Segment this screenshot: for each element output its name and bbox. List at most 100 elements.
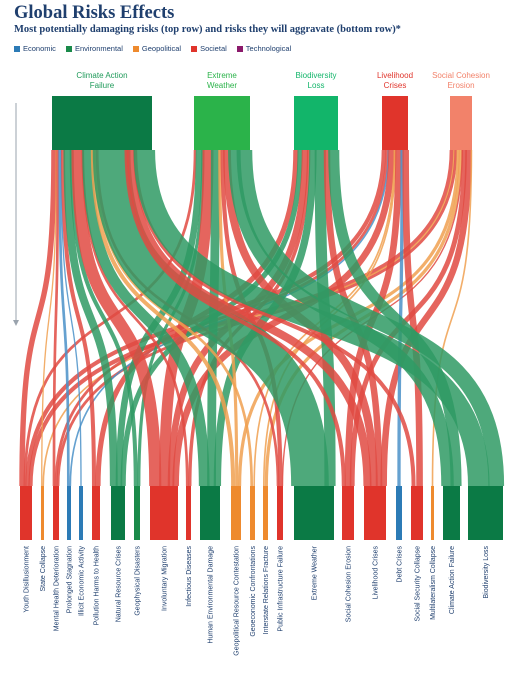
top-node-bar [52, 96, 152, 150]
legend-swatch [65, 45, 72, 52]
legend-label: Environmental [74, 44, 123, 53]
flow-link [71, 149, 162, 487]
flow-link [61, 149, 97, 487]
down-arrow-icon [13, 103, 19, 326]
flow-link [63, 149, 118, 487]
bottom-node-label: Pollution Harms to Health [94, 546, 101, 625]
top-node-bar [450, 96, 472, 150]
bottom-node-label: Natural Resource Crises [116, 546, 123, 623]
bottom-node-label: Involuntary Migration [162, 546, 169, 611]
legend-item-economic: Economic [14, 44, 56, 53]
legend-swatch [191, 45, 198, 52]
bottom-node-bar [134, 486, 140, 540]
bottom-node-bar [250, 486, 255, 540]
top-node-label: Weather [207, 81, 237, 90]
flow-link [137, 149, 205, 487]
top-node-label: Climate Action [76, 71, 127, 80]
flow-link [82, 149, 210, 487]
bottom-node-bar [443, 486, 460, 540]
bottom-node-label: Social Security Collapse [415, 546, 422, 622]
top-node-label: Livelihood [377, 71, 413, 80]
bottom-node-label: Geoeconomic Confrontations [250, 546, 257, 637]
bottom-node-bar [364, 486, 386, 540]
chart-title: Global Risks Effects [14, 3, 175, 23]
flow-link [115, 149, 203, 487]
flow-link [60, 149, 82, 487]
legend-item-geopolitical: Geopolitical [132, 44, 182, 53]
legend-swatch [14, 45, 20, 52]
flow-link [126, 149, 372, 487]
bottom-node-label: Biodiversity Loss [483, 546, 490, 599]
bottom-node-bar [294, 486, 334, 540]
legend: Economic Environmental Geopolitical Societa… [14, 44, 291, 53]
legend-item-environmental: Environmental [65, 44, 123, 53]
bottom-node-label: Public Infrastructure Failure [278, 546, 285, 632]
legend-label: Economic [23, 44, 56, 53]
bottom-node-label: Social Cohesion Erosion [346, 546, 353, 622]
bottom-node-bar [79, 486, 83, 540]
bottom-node-bar [150, 486, 178, 540]
legend-label: Technological [245, 44, 292, 53]
top-node-label: Failure [90, 81, 115, 90]
bottom-node-bar [396, 486, 402, 540]
flow-link [90, 149, 236, 487]
bottom-node-label: Multilateralism Collapse [430, 546, 437, 620]
chart-subtitle: Most potentially damaging risks (top row… [14, 24, 401, 35]
top-node-bar [294, 96, 338, 150]
flow-link [69, 149, 138, 487]
bottom-node-label: Extreme Weather [312, 545, 319, 600]
bottom-node-label: Interstate Relations Fracture [263, 546, 270, 634]
bottom-node-bar [67, 486, 71, 540]
top-node-bar [194, 96, 250, 150]
flow-link [213, 149, 317, 487]
flow-link [41, 149, 58, 487]
bottom-node-label: Human Environmental Damage [208, 546, 215, 644]
top-node-label: Extreme [207, 71, 237, 80]
flow-link [58, 149, 70, 487]
bottom-node-bar [468, 486, 503, 540]
legend-swatch [236, 45, 243, 52]
flow-links [19, 149, 505, 487]
bottom-node-label: Geophysical Disasters [135, 546, 142, 616]
legend-label: Geopolitical [141, 44, 182, 53]
top-node-label: Biodiversity [296, 71, 337, 80]
flow-link [236, 149, 505, 487]
bottom-node-bar [186, 486, 191, 540]
bottom-node-label: Livelihood Crises [373, 546, 380, 600]
bottom-node-bar [111, 486, 125, 540]
bottom-node-label: Prolonged Stagnation [67, 546, 74, 613]
bottom-node-bar [342, 486, 354, 540]
bottom-node-label: Climate Action Failure [449, 546, 456, 614]
legend-item-societal: Societal [191, 44, 227, 53]
bottom-node-bar [53, 486, 59, 540]
flow-link [52, 149, 60, 487]
bottom-node-label: Debt Crises [397, 546, 404, 583]
bottom-node-bar [41, 486, 44, 540]
bottom-node-bar [20, 486, 32, 540]
bottom-nodes: Youth Disillusionment State Collapse Menta… [20, 486, 503, 656]
flow-link [402, 149, 423, 487]
top-node-label: Erosion [447, 81, 474, 90]
flow-link [124, 149, 346, 487]
bottom-node-bar [263, 486, 268, 540]
bottom-node-label: Illicit Economic Activity [79, 546, 86, 617]
bottom-node-bar [431, 486, 434, 540]
bottom-node-bar [411, 486, 423, 540]
bottom-node-bar [200, 486, 220, 540]
bottom-node-label: Geopolitical Resource Contestation [234, 546, 241, 656]
legend-label: Societal [200, 44, 227, 53]
bottom-node-bar [231, 486, 241, 540]
bottom-node-label: Infectious Diseases [186, 546, 193, 607]
top-node-label: Loss [308, 81, 325, 90]
flow-link [380, 149, 472, 487]
top-node-label: Social Cohesion [432, 71, 490, 80]
top-node-label: Crises [384, 81, 407, 90]
bottom-node-label: State Collapse [40, 546, 47, 592]
bottom-node-bar [92, 486, 100, 540]
flow-link [133, 149, 416, 487]
flow-link [19, 149, 57, 487]
bottom-node-label: Youth Disillusionment [24, 546, 31, 613]
flow-link [133, 149, 490, 487]
